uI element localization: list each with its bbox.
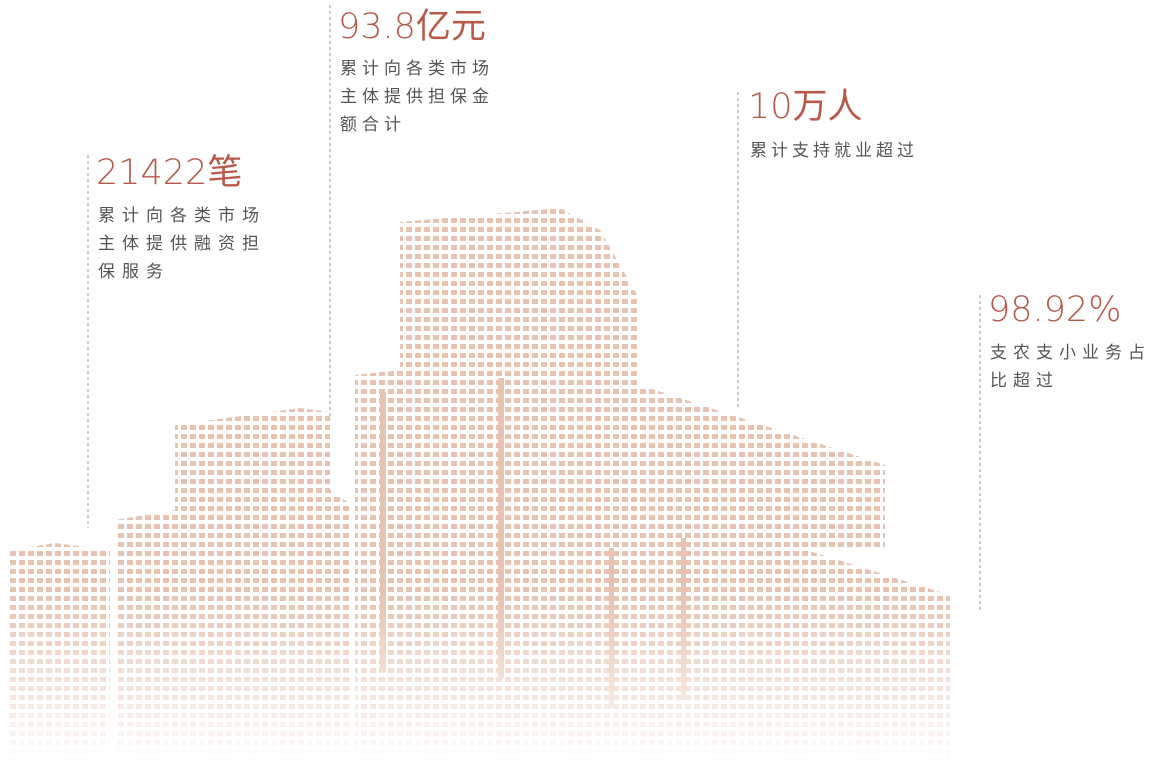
stat-label: 累计向各类市场主体提供融资担保服务 [98, 202, 270, 286]
light-bar [681, 538, 686, 700]
stat-label: 累计支持就业超过 [750, 137, 940, 165]
stat-value: 10万人 [748, 86, 863, 128]
stat-value: 21422笔 [96, 152, 242, 194]
stat-label: 累计向各类市场主体提供担保金额合计 [340, 55, 500, 139]
stat-value: 98.92% [988, 289, 1121, 331]
light-bar [498, 378, 504, 678]
page: 21422笔 累计向各类市场主体提供融资担保服务 93.8亿元 累计向各类市场主… [0, 0, 1158, 764]
buildings [10, 208, 950, 764]
stat-value: 93.8亿元 [338, 6, 486, 48]
building [640, 385, 885, 550]
building [560, 525, 950, 764]
city-graphic [0, 0, 1158, 764]
building [10, 543, 110, 764]
light-bar [380, 392, 386, 672]
building [115, 408, 352, 764]
stat-label: 支农支小业务占比超过 [990, 339, 1155, 395]
light-bar [609, 548, 614, 708]
